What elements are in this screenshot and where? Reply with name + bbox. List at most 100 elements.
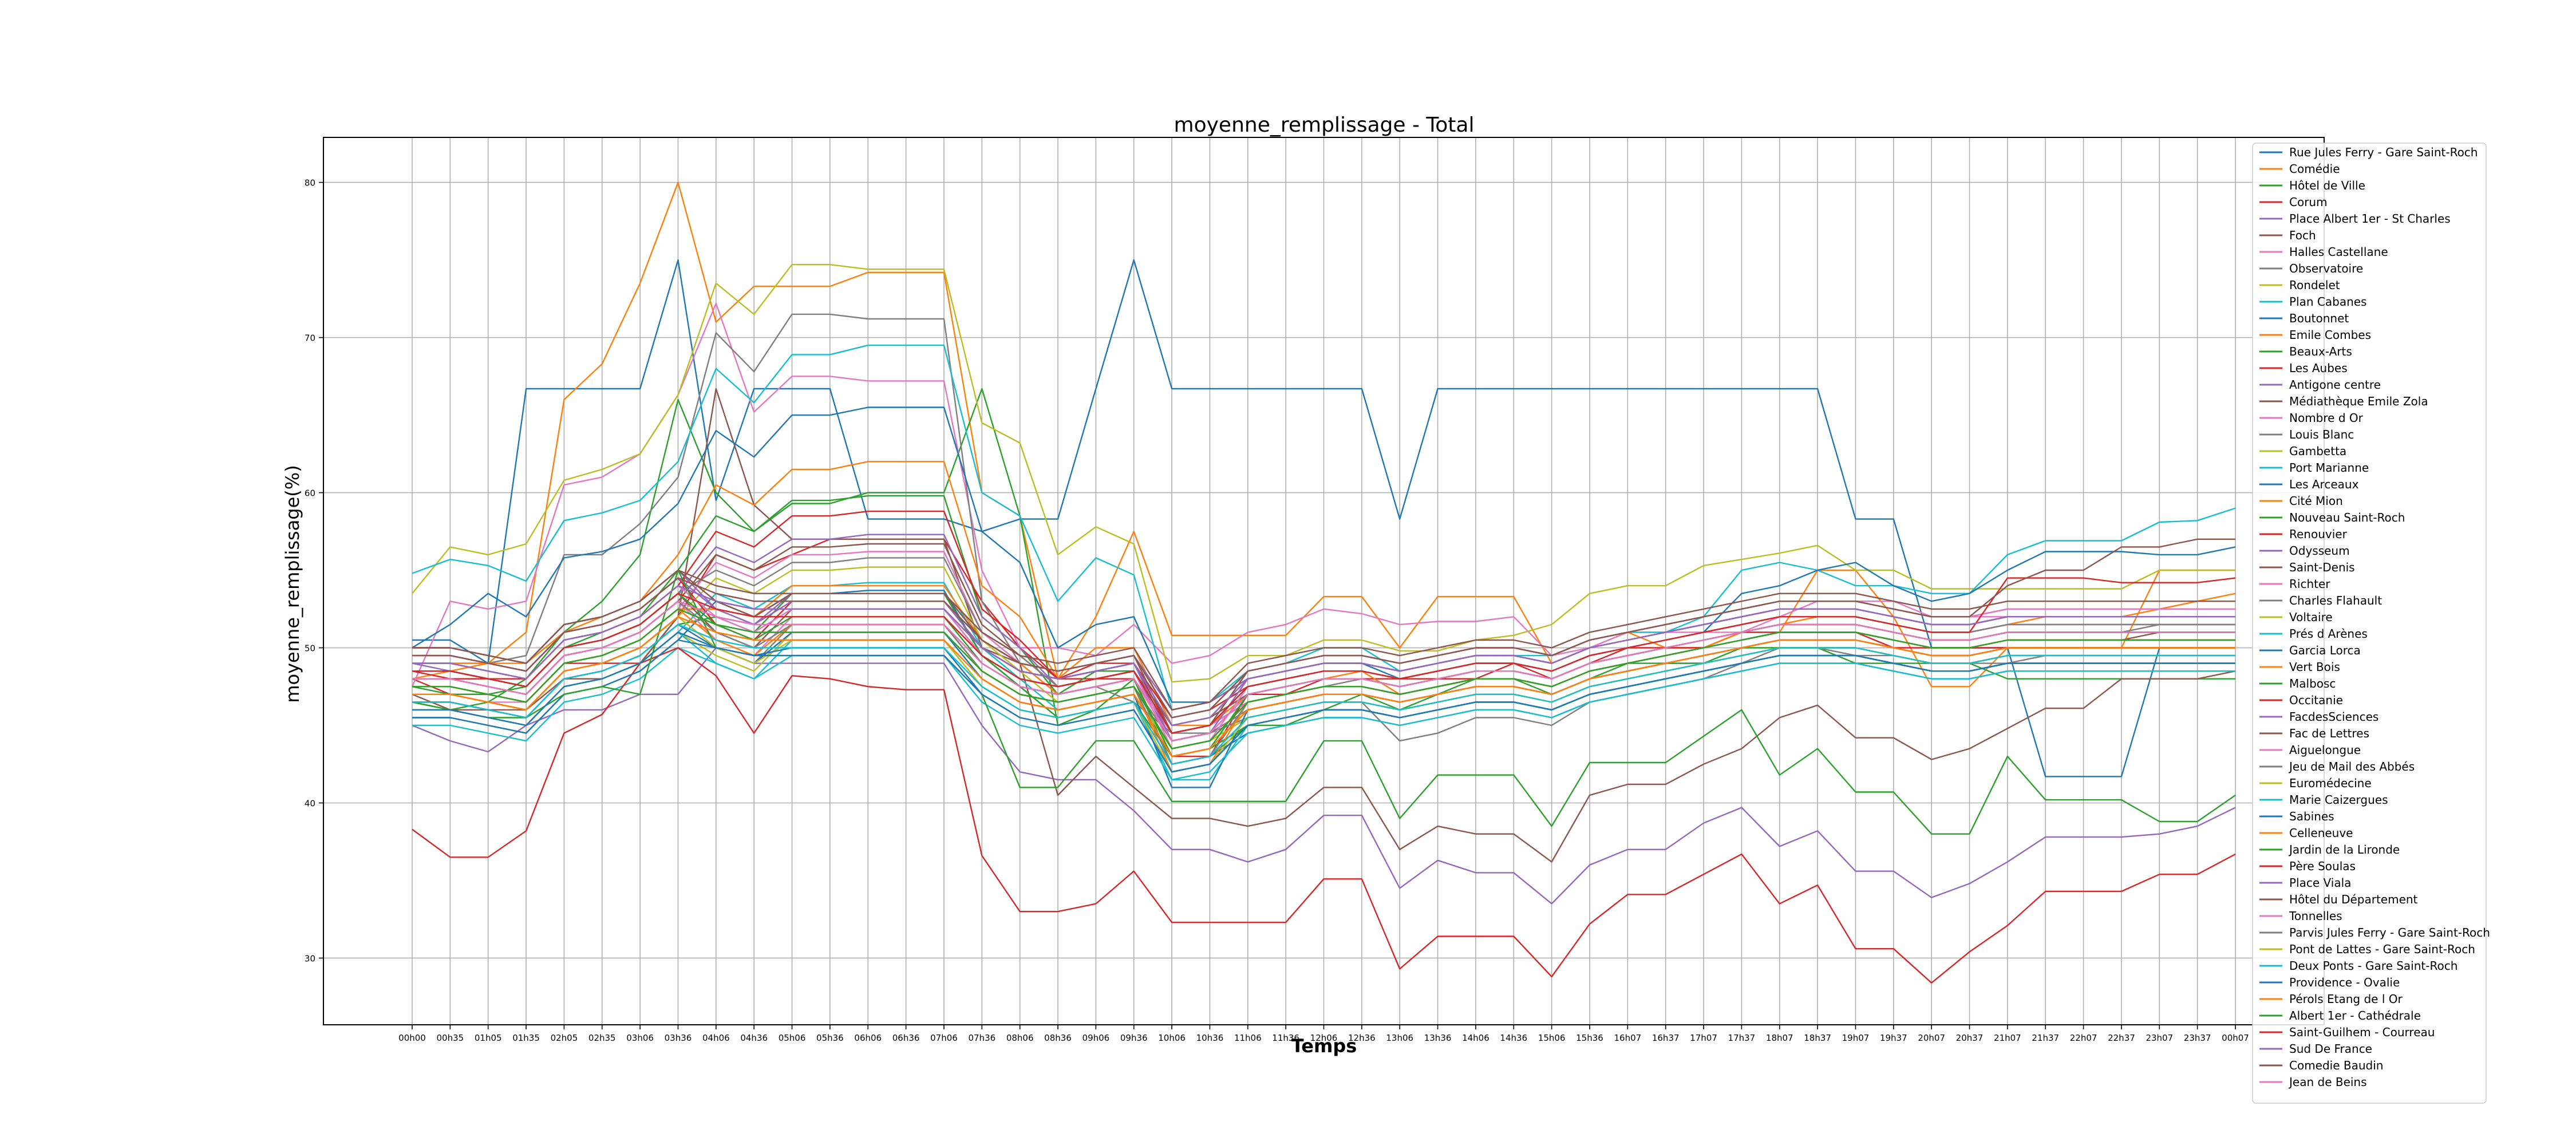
legend-entry: Boutonnet — [2289, 311, 2349, 325]
y-tick-label: 40 — [305, 799, 315, 809]
x-tick-label: 22h07 — [2070, 1033, 2097, 1043]
legend-entry: Saint-Guilhem - Courreau — [2289, 1025, 2435, 1039]
x-tick-label: 13h06 — [1386, 1033, 1413, 1043]
legend-entry: Renouvier — [2289, 527, 2348, 541]
y-axis-ticks: 30 40 50 60 70 80 — [305, 178, 323, 964]
legend-entry: Hôtel du Département — [2289, 893, 2418, 906]
legend-entry: Sud De France — [2289, 1042, 2372, 1056]
x-tick-label: 17h37 — [1728, 1033, 1756, 1043]
legend-entry: Beaux-Arts — [2289, 345, 2352, 358]
series-line — [412, 608, 2235, 749]
x-tick-label: 12h06 — [1310, 1033, 1338, 1043]
legend-entry: Emile Combes — [2289, 328, 2371, 342]
legend-entry: Saint-Denis — [2289, 560, 2355, 574]
legend-entry: Tonnelles — [2289, 909, 2342, 923]
x-tick-label: 07h36 — [968, 1033, 995, 1043]
x-tick-label: 16h37 — [1652, 1033, 1680, 1043]
legend-entry: Charles Flahault — [2289, 594, 2382, 607]
x-tick-label: 06h36 — [892, 1033, 920, 1043]
x-tick-label: 10h06 — [1158, 1033, 1186, 1043]
legend-entry: Port Marianne — [2289, 461, 2369, 475]
legend-entry: Albert 1er - Cathédrale — [2289, 1009, 2421, 1022]
legend-entry: Les Arceaux — [2289, 477, 2359, 491]
x-tick-label: 09h06 — [1082, 1033, 1110, 1043]
x-tick-label: 21h07 — [1994, 1033, 2021, 1043]
x-tick-label: 14h06 — [1462, 1033, 1490, 1043]
series-line — [412, 623, 2235, 765]
legend-entry: Celleneuve — [2289, 826, 2353, 840]
legend-entry: Euromédecine — [2289, 776, 2372, 790]
x-tick-label: 22h37 — [2108, 1033, 2135, 1043]
grid — [323, 137, 2324, 1025]
x-tick-label: 00h07 — [2222, 1033, 2249, 1043]
legend-entry: Nombre d Or — [2289, 411, 2364, 425]
x-tick-label: 14h36 — [1500, 1033, 1527, 1043]
x-tick-label: 19h07 — [1842, 1033, 1870, 1043]
x-tick-label: 17h07 — [1690, 1033, 1717, 1043]
x-tick-label: 02h05 — [551, 1033, 578, 1043]
x-tick-label: 03h36 — [665, 1033, 692, 1043]
legend-entry: Cité Mion — [2289, 494, 2343, 508]
legend-entry: Richter — [2289, 577, 2330, 591]
y-tick-label: 80 — [305, 178, 315, 188]
legend-entry: Les Aubes — [2289, 361, 2348, 375]
legend-entry: Place Viala — [2289, 876, 2351, 890]
legend-entry: Odysseum — [2289, 544, 2350, 558]
legend-box — [2252, 143, 2487, 1104]
x-tick-label: 06h06 — [854, 1033, 882, 1043]
x-tick-label: 01h35 — [512, 1033, 540, 1043]
legend-entry: FacdesSciences — [2289, 710, 2379, 724]
legend-entry: Prés d Arènes — [2289, 627, 2368, 641]
legend-entry: Jardin de la Lironde — [2288, 843, 2400, 856]
series-line — [412, 569, 2235, 711]
x-tick-label: 05h06 — [779, 1033, 806, 1043]
y-tick-label: 70 — [305, 333, 315, 344]
y-axis-label: moyenne_remplissage(%) — [282, 465, 303, 702]
x-tick-label: 03h06 — [626, 1033, 654, 1043]
legend-entry: Rondelet — [2289, 278, 2340, 292]
legend-entry: Jean de Beins — [2288, 1075, 2367, 1089]
x-tick-label: 20h37 — [1956, 1033, 1984, 1043]
legend-entry: Comedie Baudin — [2289, 1059, 2383, 1072]
legend-entry: Marie Caizergues — [2289, 793, 2388, 807]
x-tick-label: 15h36 — [1576, 1033, 1603, 1043]
legend-entry: Nouveau Saint-Roch — [2289, 511, 2405, 524]
legend-entry: Fac de Lettres — [2289, 727, 2369, 740]
series-line — [412, 585, 2235, 727]
y-tick-label: 60 — [305, 488, 315, 499]
legend-entry: Deux Ponts - Gare Saint-Roch — [2289, 959, 2458, 973]
series-line — [412, 647, 2236, 984]
y-tick-label: 50 — [305, 643, 315, 654]
legend-entry: Occitanie — [2289, 693, 2343, 707]
legend-entry: Corum — [2289, 195, 2328, 209]
legend-entry: Hôtel de Ville — [2289, 179, 2365, 192]
legend-entry: Aiguelongue — [2289, 743, 2361, 757]
x-tick-label: 16h07 — [1614, 1033, 1641, 1043]
series-line — [412, 538, 2235, 718]
x-tick-label: 08h36 — [1044, 1033, 1072, 1043]
series-line — [412, 616, 2235, 757]
series-line — [412, 264, 2235, 683]
x-tick-label: 04h06 — [702, 1033, 730, 1043]
legend-entry: Rue Jules Ferry - Gare Saint-Roch — [2289, 145, 2478, 159]
x-tick-label: 01h05 — [475, 1033, 502, 1043]
x-tick-label: 19h37 — [1880, 1033, 1907, 1043]
legend-entry: Place Albert 1er - St Charles — [2289, 212, 2451, 226]
legend-entry: Foch — [2289, 228, 2316, 242]
x-axis-label: Temps — [1291, 1035, 1357, 1057]
x-tick-label: 18h37 — [1804, 1033, 1831, 1043]
x-tick-label: 23h37 — [2184, 1033, 2211, 1043]
x-tick-label: 02h35 — [588, 1033, 616, 1043]
legend-entry: Pérols Etang de l Or — [2289, 992, 2403, 1006]
series-lines — [411, 181, 2236, 984]
legend-entry: Sabines — [2289, 810, 2334, 823]
x-tick-label: 12h36 — [1348, 1033, 1376, 1043]
legend-entry: Malbosc — [2289, 677, 2336, 690]
legend-entry: Providence - Ovalie — [2289, 976, 2400, 989]
x-axis-ticks: 00h00 00h35 01h05 01h35 02h05 02h35 03h06 03h36… — [398, 1025, 2249, 1043]
x-tick-label: 21h37 — [2032, 1033, 2059, 1043]
legend-entry: Père Soulas — [2289, 859, 2356, 873]
legend-entry: Gambetta — [2289, 444, 2346, 458]
